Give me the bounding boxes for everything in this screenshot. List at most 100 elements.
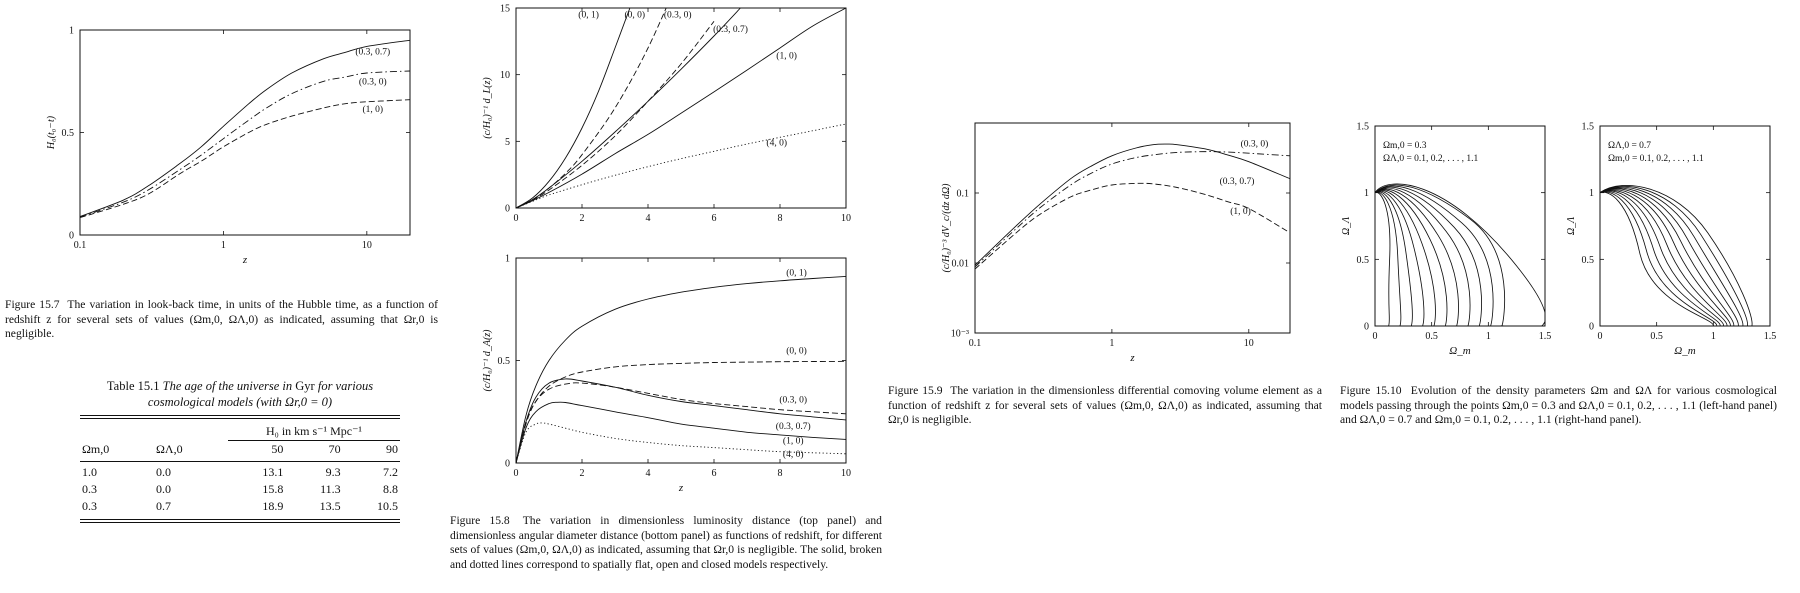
evolution-curve bbox=[1600, 186, 1744, 326]
table-cell: 10.5 bbox=[377, 499, 398, 513]
y-tick-label: 10 bbox=[500, 70, 510, 81]
fig15-7-plot: 0.1 1 10 0 0.5 1 z H₀(t₀−t) (0.3, 0.7) (0.3, 0) (1… bbox=[40, 20, 420, 266]
series-line bbox=[80, 70, 410, 218]
table-15-1: Table 15.1 The age of the universe in Gy… bbox=[80, 378, 400, 523]
x-tick-label: 0 bbox=[514, 468, 519, 479]
fig15-8-bottom-svg: 0 2 4 6 8 10 0 0.5 1 z (c/H₀)⁻¹ d_A(z) (0, 1) (0, 0)… bbox=[482, 254, 851, 495]
evolution-curve bbox=[1375, 185, 1494, 326]
y-tick-label: 1 bbox=[1589, 188, 1594, 199]
table-cell: 0.3 bbox=[82, 499, 97, 513]
series-label: (1, 0) bbox=[776, 51, 797, 62]
series-label: (0.3, 0) bbox=[359, 76, 387, 87]
plot-frame bbox=[1374, 125, 1546, 327]
evolution-curve bbox=[1375, 191, 1402, 326]
x-tick-label: 0 bbox=[1373, 331, 1378, 342]
x-axis-label: z bbox=[678, 482, 684, 494]
panel-annotation: Ωm,0 = 0.1, 0.2, . . . , 1.1 bbox=[1608, 154, 1704, 164]
y-tick-label: 0.5 bbox=[1357, 255, 1370, 266]
y-tick-label: 0 bbox=[505, 204, 510, 215]
fig15-7-caption: Figure 15.7 The variation in look-back t… bbox=[5, 298, 438, 342]
series-line bbox=[516, 8, 631, 208]
series-label: (0, 0) bbox=[786, 345, 807, 356]
y-tick-label: 5 bbox=[505, 137, 510, 148]
x-tick-label: 0.5 bbox=[1650, 331, 1663, 342]
y-tick-label: 0.1 bbox=[957, 189, 970, 200]
series-line bbox=[516, 382, 846, 463]
panel-annotation: ΩΛ,0 = 0.7 bbox=[1608, 141, 1651, 151]
table-col-ol: ΩΛ,0 bbox=[156, 441, 183, 456]
table-cell: 0.0 bbox=[156, 465, 171, 479]
table-col-header-row: Ωm,0 ΩΛ,0 50 70 90 bbox=[80, 441, 400, 459]
panel-annotation: ΩΛ,0 = 0.1, 0.2, . . . , 1.1 bbox=[1383, 154, 1479, 164]
series-label: (0.3, 0.7) bbox=[776, 421, 811, 432]
table-cell: 7.2 bbox=[383, 465, 398, 479]
series-label: (1, 0) bbox=[783, 436, 804, 447]
table-col-h70: 70 bbox=[328, 442, 341, 456]
y-axis-label: Ω_Λ bbox=[1566, 217, 1577, 235]
table-title-text: The age of the universe in bbox=[162, 379, 293, 393]
evolution-curve bbox=[1600, 189, 1731, 326]
x-tick-label: 0.1 bbox=[74, 240, 87, 251]
y-tick-label: 1 bbox=[1364, 188, 1369, 199]
fig15-10-right-svg: 0 0.5 1 1.5 0 0.5 1 1.5 Ω_m Ω_Λ ΩΛ,0 = 0.7 Ωm,0 = 0… bbox=[1566, 122, 1776, 358]
evolution-curve bbox=[1600, 191, 1714, 326]
series-line bbox=[975, 182, 1290, 270]
y-tick-label: 1 bbox=[69, 26, 74, 37]
evolution-curve bbox=[1375, 188, 1459, 326]
y-axis-label: (c/H₀)⁻¹ d_L(z) bbox=[482, 77, 493, 139]
x-axis-label: Ω_m bbox=[1449, 345, 1470, 357]
series-line bbox=[80, 39, 410, 218]
table-bottom-rule bbox=[80, 519, 400, 523]
fig15-7-caption-lead: Figure 15.7 bbox=[5, 298, 60, 311]
series-label: (0, 1) bbox=[786, 267, 807, 278]
plot-frame bbox=[515, 7, 847, 209]
y-tick-label: 1.5 bbox=[1582, 122, 1595, 133]
evolution-curve-outer bbox=[1375, 183, 1545, 326]
fig15-9-caption: Figure 15.9 The variation in the dimensi… bbox=[888, 384, 1322, 428]
table-title-rest: for various cosmological models (with Ωr… bbox=[147, 379, 374, 409]
series-line bbox=[516, 8, 741, 208]
evolution-curve bbox=[1375, 191, 1413, 326]
fig15-8-caption-text: The variation in dimensionless luminosit… bbox=[450, 514, 882, 571]
y-axis-label: (c/H₀)⁻¹ d_A(z) bbox=[482, 329, 493, 392]
table-col-h90: 90 bbox=[386, 442, 398, 456]
fig15-8-caption: Figure 15.8 The variation in dimensionle… bbox=[450, 514, 882, 572]
table-cell: 8.8 bbox=[383, 482, 398, 496]
fig15-10-left-svg: 0 0.5 1 1.5 0 0.5 1 1.5 Ω_m Ω_Λ Ωm,0 = 0.3 ΩΛ,0 = 0… bbox=[1341, 122, 1552, 358]
x-tick-label: 8 bbox=[778, 213, 783, 224]
table-cell: 18.9 bbox=[262, 499, 284, 513]
fig15-9-caption-lead: Figure 15.9 bbox=[888, 384, 943, 397]
fig15-10-right-plot: 0 0.5 1 1.5 0 0.5 1 1.5 Ω_m Ω_Λ ΩΛ,0 = 0.7 Ωm,0 = 0… bbox=[1560, 118, 1780, 368]
table-cell: 1.0 bbox=[82, 465, 97, 479]
y-axis-label: Ω_Λ bbox=[1341, 217, 1352, 235]
x-tick-label: 0 bbox=[514, 213, 519, 224]
x-tick-label: 10 bbox=[841, 213, 851, 224]
table-row: 1.0 0.0 13.1 9.3 7.2 bbox=[80, 464, 400, 481]
x-tick-label: 1.5 bbox=[1539, 331, 1552, 342]
table-row: 0.3 0.7 18.9 13.5 10.5 bbox=[80, 498, 400, 515]
x-tick-label: 6 bbox=[712, 213, 717, 224]
table-col-om: Ωm,0 bbox=[82, 441, 110, 456]
series-line bbox=[516, 422, 846, 463]
plot-frame bbox=[974, 122, 1291, 334]
table-mid-rule bbox=[80, 461, 400, 462]
evolution-curve bbox=[1375, 190, 1436, 326]
series-label: (0.3, 0) bbox=[664, 9, 692, 20]
evolution-curve bbox=[1375, 189, 1448, 326]
evolution-curve bbox=[1600, 185, 1753, 326]
table-col-h50: 50 bbox=[271, 442, 284, 456]
evolution-curve bbox=[1375, 187, 1471, 326]
x-tick-label: 1 bbox=[1711, 331, 1716, 342]
evolution-curve bbox=[1375, 190, 1425, 326]
fig15-10-caption: Figure 15.10 Evolution of the density pa… bbox=[1340, 384, 1777, 428]
y-tick-label: 0.5 bbox=[498, 356, 511, 367]
x-tick-label: 0.5 bbox=[1425, 331, 1438, 342]
series-line bbox=[975, 143, 1290, 266]
x-tick-label: 0.1 bbox=[969, 338, 982, 349]
evolution-curve bbox=[1600, 185, 1748, 326]
series-line bbox=[516, 360, 846, 463]
x-tick-label: 1 bbox=[221, 240, 226, 251]
x-tick-label: 2 bbox=[580, 213, 585, 224]
fig15-8-top-plot: 0 2 4 6 8 10 0 5 10 15 (c/H₀)⁻¹ d_L(z) (0, 1) (0, 0)… bbox=[476, 0, 856, 240]
x-tick-label: 2 bbox=[580, 468, 585, 479]
